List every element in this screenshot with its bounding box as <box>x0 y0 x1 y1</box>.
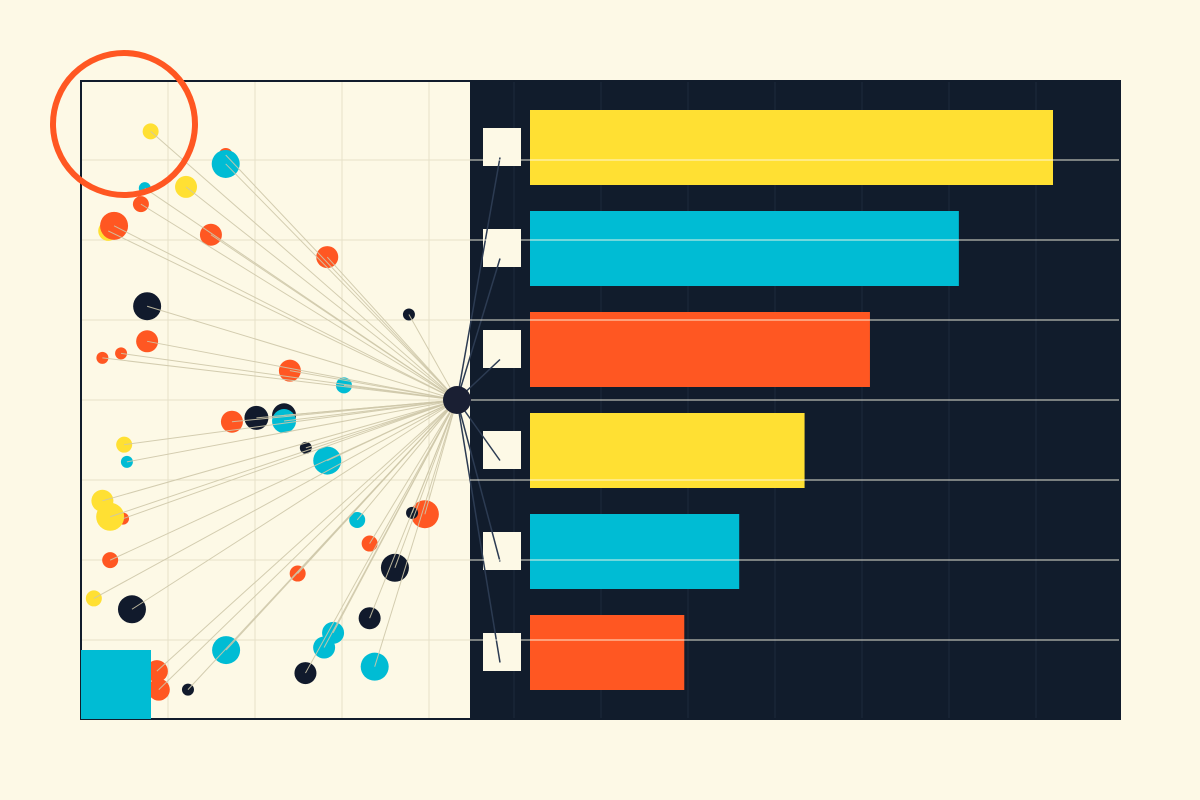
scatter-link-line <box>126 399 458 463</box>
scatter-link-line <box>109 399 458 561</box>
overlay-decorations <box>50 50 1121 720</box>
scatter-link-line <box>146 305 458 401</box>
scatter-link-line <box>369 399 458 619</box>
bar-label-box <box>483 330 521 368</box>
scatter-panel <box>81 81 470 719</box>
scatter-link-line <box>108 230 458 401</box>
scatter-link-line <box>326 256 458 401</box>
bar-link-line <box>456 399 501 663</box>
scatter-link-line <box>131 399 458 610</box>
bar <box>530 514 740 589</box>
scatter-link-line <box>374 399 458 667</box>
bar <box>530 211 959 286</box>
highlight-ring <box>50 50 198 198</box>
connector-lines <box>93 131 501 691</box>
scatter-link-line <box>343 384 458 401</box>
bar-label-box <box>483 229 521 267</box>
chart-frame <box>80 80 1121 720</box>
bar <box>530 110 1053 185</box>
scatter-link-line <box>150 131 458 401</box>
scatter-link-line <box>156 399 458 672</box>
scatter-link-line <box>122 399 458 520</box>
scatter-link-line <box>158 399 458 691</box>
scatter-link-line <box>305 399 458 674</box>
scatter-link-line <box>140 203 458 401</box>
scatter-link-line <box>185 186 458 401</box>
scatter-link-line <box>210 234 458 401</box>
scatter-link-line <box>225 154 458 401</box>
scatter-link-line <box>102 399 458 502</box>
scatter-link-line <box>369 399 458 544</box>
scatter-link-line <box>147 340 458 401</box>
scatter-link-line <box>231 399 458 423</box>
scatter-link-line <box>408 314 458 401</box>
bar <box>530 615 685 690</box>
scatter-link-line <box>356 399 458 521</box>
bar-label-box <box>483 633 521 671</box>
scatter-link-line <box>113 225 458 401</box>
bar-link-line <box>456 258 501 401</box>
scatter-link-line <box>124 399 458 446</box>
corner-square <box>81 650 151 719</box>
hub-node <box>443 386 471 414</box>
scatter-link-line <box>110 399 458 518</box>
bar <box>530 413 805 488</box>
scatter-link-line <box>225 163 458 401</box>
bar-link-line <box>456 399 501 562</box>
scatter-link-line <box>187 399 458 690</box>
bar-label-box <box>483 431 521 469</box>
bar-link-line <box>456 157 501 401</box>
scatter-link-line <box>394 399 458 568</box>
scatter-link-line <box>323 399 458 648</box>
bar <box>530 312 870 387</box>
bar-label-box <box>483 532 521 570</box>
scatter-link-line <box>289 370 458 401</box>
scatter-link-line <box>93 399 458 599</box>
scatter-link-line <box>102 357 458 401</box>
